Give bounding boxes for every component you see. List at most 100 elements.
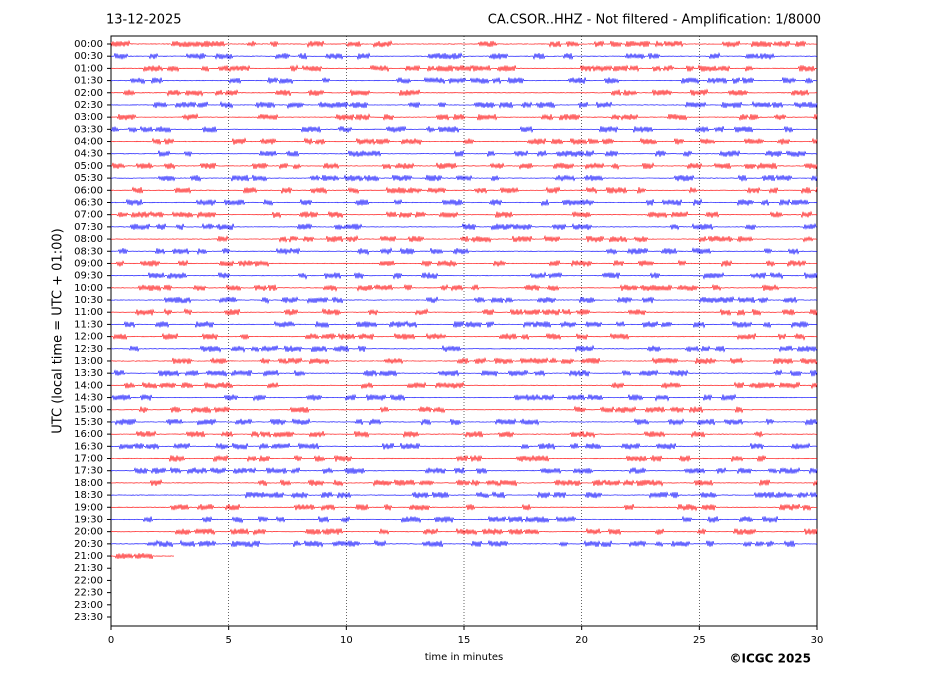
trace — [110, 295, 818, 305]
y-tick-label: 09:00 — [74, 258, 103, 269]
x-tick-label: 30 — [811, 635, 824, 646]
trace — [110, 186, 818, 195]
trace — [110, 393, 818, 402]
trace — [110, 405, 818, 414]
y-tick-label: 17:30 — [74, 466, 103, 477]
trace — [110, 442, 818, 451]
x-tick-label: 10 — [340, 635, 353, 646]
y-tick-label: 18:30 — [74, 490, 103, 501]
y-tick-label: 08:00 — [74, 234, 103, 245]
y-tick-label: 20:00 — [74, 527, 103, 538]
y-tick-label: 22:00 — [74, 575, 103, 586]
trace — [110, 369, 818, 377]
trace — [110, 247, 818, 256]
y-tick-label: 08:30 — [74, 246, 103, 257]
trace — [110, 39, 818, 49]
trace — [110, 307, 818, 317]
x-tick-label: 20 — [575, 635, 588, 646]
trace — [110, 430, 818, 439]
trace — [110, 100, 818, 110]
trace — [110, 515, 818, 524]
trace — [110, 137, 818, 146]
y-tick-label: 13:30 — [74, 368, 103, 379]
x-tick-label: 25 — [693, 635, 706, 646]
trace — [110, 76, 818, 85]
y-tick-label: 20:30 — [74, 539, 103, 550]
x-tick-label: 5 — [225, 635, 231, 646]
trace — [110, 113, 818, 122]
y-tick-label: 16:30 — [74, 441, 103, 452]
y-tick-label: 19:00 — [74, 502, 103, 513]
trace — [110, 491, 818, 499]
trace — [110, 162, 818, 171]
trace — [110, 381, 818, 390]
x-axis-label: time in minutes — [425, 652, 504, 663]
trace — [110, 539, 818, 548]
trace — [110, 88, 818, 97]
y-tick-label: 04:30 — [74, 149, 103, 160]
y-tick-label: 21:30 — [74, 563, 103, 574]
y-tick-label: 09:30 — [74, 271, 103, 282]
y-tick-label: 18:00 — [74, 478, 103, 489]
y-tick-label: 15:30 — [74, 417, 103, 428]
y-tick-label: 23:00 — [74, 600, 103, 611]
y-tick-label: 22:30 — [74, 588, 103, 599]
trace — [110, 320, 818, 329]
y-tick-label: 02:00 — [74, 88, 103, 99]
date: 13-12-2025 — [106, 13, 182, 28]
y-tick-label: 00:30 — [74, 51, 103, 62]
y-tick-label: 17:00 — [74, 454, 103, 465]
x-tick-label: 15 — [458, 635, 471, 646]
trace — [110, 503, 818, 512]
y-tick-label: 02:30 — [74, 100, 103, 111]
y-tick-label: 04:00 — [74, 137, 103, 148]
trace — [110, 454, 818, 463]
trace — [110, 64, 818, 73]
trace — [110, 210, 818, 219]
y-tick-label: 03:30 — [74, 124, 103, 135]
trace — [110, 222, 818, 231]
trace — [110, 527, 818, 536]
y-tick-label: 01:00 — [74, 63, 103, 74]
y-tick-label: 07:30 — [74, 222, 103, 233]
y-tick-label: 16:00 — [74, 429, 103, 440]
y-tick-label: 14:00 — [74, 380, 103, 391]
trace — [110, 466, 818, 475]
trace — [110, 478, 818, 487]
y-tick-label: 14:30 — [74, 393, 103, 404]
y-tick-label: 10:00 — [74, 283, 103, 294]
y-axis-label: UTC (local time = UTC + 01:00) — [51, 228, 66, 433]
trace — [110, 283, 818, 292]
y-tick-label: 05:00 — [74, 161, 103, 172]
trace — [110, 259, 818, 268]
trace — [110, 198, 818, 207]
trace — [110, 52, 818, 61]
chart-title: CA.CSOR..HHZ - Not filtered - Amplificat… — [488, 13, 821, 28]
trace — [110, 234, 818, 244]
trace — [110, 417, 818, 426]
trace — [110, 149, 818, 158]
credit: ©ICGC 2025 — [729, 652, 811, 666]
trace — [110, 125, 818, 134]
x-tick-label: 0 — [108, 635, 114, 646]
trace — [110, 344, 818, 353]
y-tick-label: 07:00 — [74, 210, 103, 221]
y-tick-label: 11:30 — [74, 319, 103, 330]
y-tick-label: 23:30 — [74, 612, 103, 623]
y-tick-label: 00:00 — [74, 39, 103, 50]
y-tick-label: 15:00 — [74, 405, 103, 416]
y-tick-label: 05:30 — [74, 173, 103, 184]
y-tick-label: 03:00 — [74, 112, 103, 123]
y-tick-label: 06:00 — [74, 185, 103, 196]
y-tick-label: 10:30 — [74, 295, 103, 306]
y-tick-label: 13:00 — [74, 356, 103, 367]
trace — [110, 332, 818, 341]
trace — [110, 174, 818, 183]
trace — [110, 552, 175, 559]
trace — [110, 356, 818, 365]
trace — [110, 271, 818, 280]
y-tick-label: 06:30 — [74, 197, 103, 208]
y-tick-label: 11:00 — [74, 307, 103, 318]
